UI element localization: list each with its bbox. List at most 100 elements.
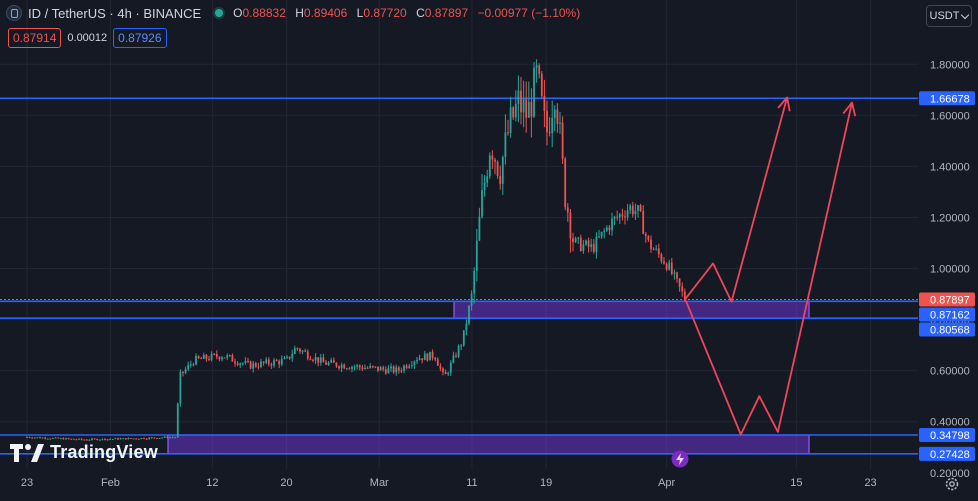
candle-body <box>512 107 515 118</box>
candle-body <box>96 438 99 441</box>
candle-body <box>335 362 338 367</box>
candle-body <box>525 99 528 118</box>
candle-body <box>241 363 244 365</box>
y-tick-label: 0.20000 <box>930 468 970 480</box>
candle-body <box>72 438 75 440</box>
candle-body <box>595 236 598 252</box>
projection-path <box>684 102 853 436</box>
candle-body <box>382 367 385 370</box>
candle-body <box>161 437 164 439</box>
candle-body <box>652 249 655 251</box>
candle-body <box>252 363 255 369</box>
candle-body <box>462 330 465 346</box>
candle-body <box>171 437 174 439</box>
candle-body <box>169 437 171 439</box>
candle-body <box>390 366 392 369</box>
projection-arrowhead <box>842 101 857 117</box>
candle-body <box>345 368 348 370</box>
candle-body <box>517 90 520 104</box>
candle-body <box>101 438 104 440</box>
buy-price-button[interactable]: 0.87926 <box>113 28 167 48</box>
gear-icon[interactable] <box>944 476 960 492</box>
candle-body <box>182 371 184 373</box>
symbol-title[interactable]: ID / TetherUS · 4h · BINANCE <box>28 5 202 21</box>
lightning-icon[interactable] <box>671 450 689 468</box>
candle-body <box>166 436 169 438</box>
candle-body <box>566 207 569 213</box>
candle-body <box>561 122 564 159</box>
candle-body <box>494 159 496 162</box>
candle-body <box>514 103 517 118</box>
candle-body <box>236 363 239 366</box>
currency-label: USDT <box>929 10 960 22</box>
candle-body <box>457 345 460 357</box>
candle-body <box>540 73 543 96</box>
high-value: 0.89406 <box>303 6 348 20</box>
candle-body <box>642 211 645 235</box>
candle-body <box>132 438 135 440</box>
candle-body <box>228 355 231 357</box>
candle-body <box>548 132 551 134</box>
currency-select[interactable]: USDT <box>926 5 972 27</box>
candle-body <box>384 369 387 374</box>
candle-body <box>449 362 452 373</box>
tradingview-logo-icon <box>10 443 44 462</box>
candle-body <box>44 437 47 439</box>
candle-body <box>395 367 398 373</box>
sell-price-button[interactable]: 0.87914 <box>8 28 62 48</box>
chevron-down-icon <box>961 10 970 19</box>
candle-body <box>608 227 611 231</box>
candle-body <box>447 372 450 375</box>
candle-body <box>364 367 366 370</box>
candle-body <box>273 360 275 366</box>
candle-body <box>613 216 616 219</box>
candle-body <box>28 437 31 439</box>
candle-body <box>436 359 439 366</box>
candle-body <box>41 437 44 439</box>
candle-body <box>683 291 686 301</box>
candle-body <box>655 248 658 250</box>
candle-body <box>205 354 208 360</box>
candle-body <box>556 109 559 124</box>
candle-body <box>306 351 309 359</box>
candle-body <box>660 254 663 262</box>
candle-body <box>483 182 486 191</box>
candle-body <box>491 155 494 160</box>
candle-body <box>137 438 140 440</box>
candle-body <box>434 357 437 360</box>
candle-body <box>80 438 83 440</box>
candle-body <box>387 368 390 374</box>
candle-body <box>189 364 192 366</box>
tradingview-logo[interactable]: TradingView <box>10 442 158 463</box>
candle-body <box>46 438 49 440</box>
candle-body <box>631 205 634 215</box>
candle-body <box>192 364 195 366</box>
candle-body <box>283 357 286 360</box>
candle-body <box>39 437 41 439</box>
candle-body <box>179 371 182 404</box>
price-axis <box>918 0 978 501</box>
close-label: C <box>416 6 425 20</box>
price-label-box <box>919 292 975 307</box>
price-label: 0.87162 <box>930 309 970 321</box>
y-tick-label: 1.60000 <box>930 110 970 122</box>
candle-body <box>678 278 681 287</box>
candle-body <box>460 345 463 347</box>
candle-body <box>426 353 429 361</box>
candle-body <box>629 205 632 211</box>
candle-body <box>442 368 444 373</box>
candle-body <box>85 439 88 441</box>
candle-body <box>213 353 216 355</box>
candle-body <box>621 214 624 217</box>
low-label: L <box>356 6 364 20</box>
candle-body <box>351 366 353 369</box>
candle-body <box>470 293 473 306</box>
candle-body <box>473 270 476 294</box>
candle-body <box>143 438 145 440</box>
candle-body <box>57 437 60 439</box>
coin-logo-icon <box>6 5 22 21</box>
candle-body <box>413 361 416 366</box>
candle-body <box>356 365 359 367</box>
